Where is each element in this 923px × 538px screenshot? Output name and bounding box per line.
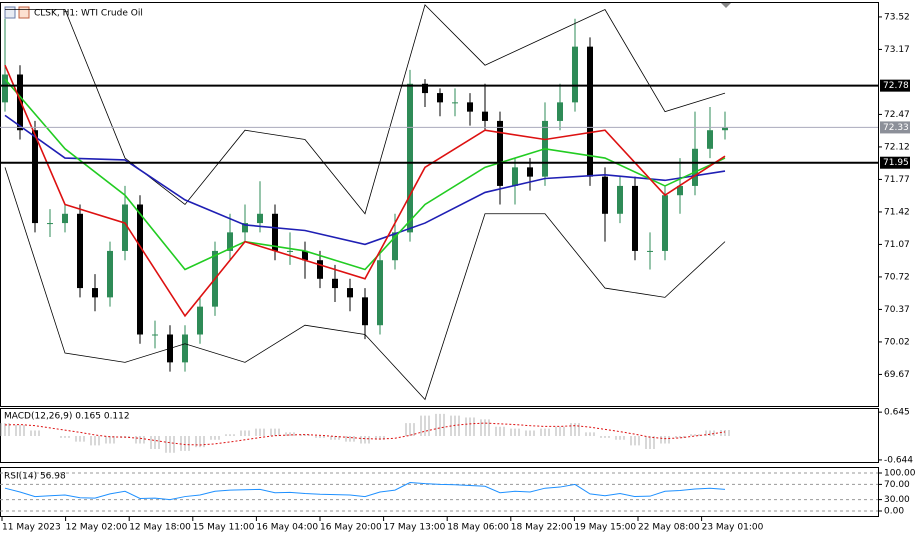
y-tick-label: 70.37 — [884, 305, 910, 315]
indicator-line — [4, 64, 726, 318]
x-tick-label: 12 May 02:00 — [66, 523, 128, 533]
candle-body — [32, 130, 38, 224]
y-tick-label: -0.644 — [884, 455, 913, 465]
menu-icon[interactable] — [4, 6, 16, 19]
candle-body — [77, 213, 83, 289]
y-tick-label: 69.67 — [884, 370, 910, 380]
x-tick-label: 18 May 06:00 — [447, 523, 509, 533]
candle-body — [587, 46, 593, 177]
y-tick-label: 72.12 — [884, 142, 910, 152]
shift-marker — [721, 3, 731, 8]
candle-body — [227, 232, 233, 251]
candle-body — [137, 204, 143, 335]
level-label: 72.78 — [883, 81, 909, 91]
y-tick-label: 71.42 — [884, 207, 910, 217]
candle-body — [197, 306, 203, 335]
candle-body — [632, 185, 638, 251]
candle-body — [647, 250, 653, 252]
y-tick-label: 70.00 — [884, 480, 910, 490]
y-tick-label: 71.07 — [884, 240, 910, 250]
x-tick-label: 11 May 2023 — [2, 523, 61, 533]
candle-body — [437, 93, 443, 103]
candle-body — [407, 83, 413, 233]
x-tick-label: 22 May 08:00 — [638, 523, 700, 533]
candle-body — [92, 288, 98, 298]
signal-line — [4, 422, 726, 446]
chart-icon[interactable] — [18, 6, 30, 19]
candle-body — [707, 130, 713, 149]
candle-body — [482, 111, 488, 121]
candle-body — [317, 260, 323, 279]
y-tick-label: 73.17 — [884, 45, 910, 55]
y-tick-label: 30.00 — [884, 495, 910, 505]
level-tag — [880, 156, 910, 169]
x-tick-label: 19 May 15:00 — [574, 523, 636, 533]
price-panel — [0, 2, 879, 407]
level-label: 71.95 — [883, 158, 909, 168]
indicator-line — [4, 78, 726, 271]
rsi-title: RSI(14) 56.98 — [4, 472, 66, 482]
level-tag — [880, 79, 910, 92]
candle-body — [182, 334, 188, 363]
candle-body — [17, 74, 23, 131]
last-price-label: 72.33 — [883, 123, 909, 133]
candle-body — [377, 260, 383, 326]
indicator-line — [4, 114, 726, 246]
last-price-tag — [880, 121, 910, 134]
candle-body — [557, 102, 563, 121]
x-tick-label: 12 May 18:00 — [129, 523, 191, 533]
candle-body — [347, 288, 353, 298]
candle-body — [602, 176, 608, 214]
x-tick-label: 15 May 11:00 — [193, 523, 255, 533]
rsi-panel — [0, 467, 879, 517]
y-tick-label: 0.00 — [884, 507, 904, 517]
x-tick-label: 18 May 22:00 — [511, 523, 573, 533]
candle-body — [677, 185, 683, 196]
indicator-line — [4, 167, 726, 401]
candle-body — [512, 167, 518, 186]
y-tick-label: 72.47 — [884, 110, 910, 120]
candle-body — [572, 46, 578, 103]
x-tick-label: 23 May 01:00 — [702, 523, 764, 533]
y-tick-label: 70.02 — [884, 337, 910, 347]
candle-body — [452, 102, 458, 104]
candle-body — [257, 213, 263, 224]
candle-body — [287, 250, 293, 252]
candle-body — [242, 223, 248, 233]
candle-body — [422, 83, 428, 94]
candle-body — [392, 232, 398, 261]
candle-body — [47, 223, 53, 225]
candle-body — [332, 278, 338, 289]
y-tick-label: 100.00 — [884, 468, 916, 478]
candle-body — [107, 250, 113, 298]
y-tick-label: 70.72 — [884, 272, 910, 282]
x-tick-label: 16 May 04:00 — [256, 523, 318, 533]
candle-body — [302, 250, 308, 261]
candle-body — [152, 334, 158, 336]
y-tick-label: 0.645 — [884, 408, 910, 418]
x-tick-label: 17 May 13:00 — [384, 523, 446, 533]
y-tick-label: 73.52 — [884, 12, 910, 22]
candle-body — [467, 102, 473, 112]
indicator-line — [5, 4, 726, 215]
chart-title: CLSK, H1: WTI Crude Oil — [34, 9, 143, 19]
candle-body — [722, 127, 728, 131]
candle-body — [62, 213, 68, 224]
candle-body — [122, 204, 128, 251]
candle-body — [362, 297, 368, 326]
candle-body — [497, 120, 503, 186]
y-tick-label: 71.77 — [884, 175, 910, 185]
candle-body — [692, 148, 698, 186]
candle-body — [272, 213, 278, 251]
candle-body — [617, 185, 623, 214]
candle-body — [662, 195, 668, 251]
x-tick-label: 16 May 20:00 — [320, 523, 382, 533]
rsi-line — [4, 481, 726, 501]
candle-body — [2, 74, 8, 103]
macd-title: MACD(12,26,9) 0.165 0.112 — [4, 412, 130, 422]
candle-body — [527, 167, 533, 177]
